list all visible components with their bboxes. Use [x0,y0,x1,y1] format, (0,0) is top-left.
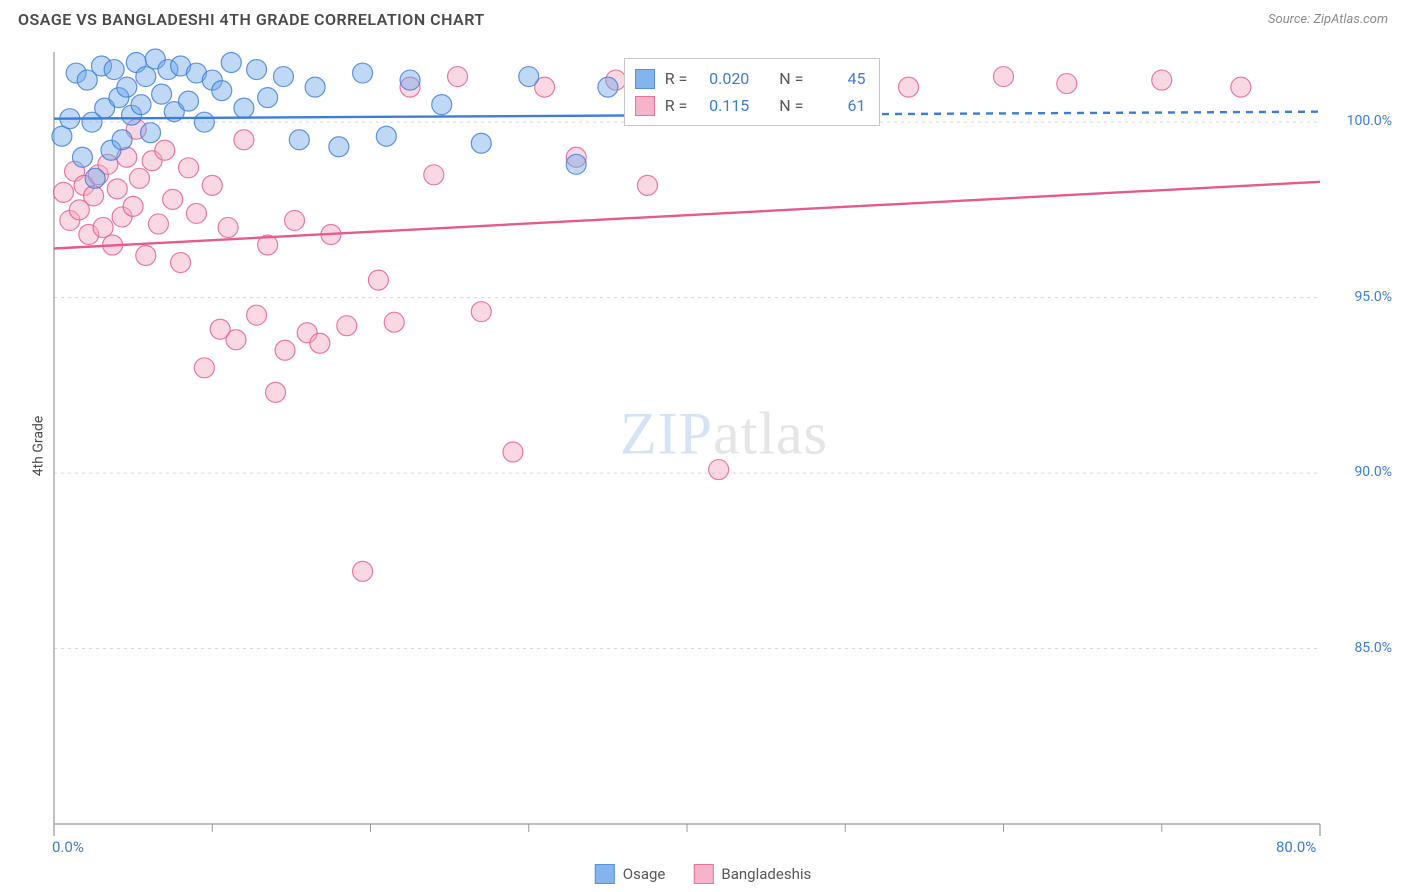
y-axis-label: 4th Grade [30,416,46,477]
x-axis-min-label: 0.0% [52,838,84,856]
legend-item-osage: Osage [595,864,666,884]
bottom-legend: Osage Bangladeshis [595,864,811,884]
chart-area: ZIPatlas R = 0.020 N = 45 R = 0.115 N = … [50,48,1398,852]
r-label: R = [665,92,688,119]
chart-title: OSAGE VS BANGLADESHI 4TH GRADE CORRELATI… [18,10,485,29]
legend-label-bangla: Bangladeshis [721,865,811,883]
y-tick-label: 100.0% [1347,113,1392,129]
r-label: R = [665,65,688,92]
legend-swatch-osage [595,864,615,884]
legend-item-bangla: Bangladeshis [693,864,811,884]
swatch-osage [635,69,655,89]
stats-legend-box: R = 0.020 N = 45 R = 0.115 N = 61 [624,58,881,126]
x-axis-max-label: 80.0% [1276,838,1316,856]
r-value-osage: 0.020 [697,65,749,92]
legend-label-osage: Osage [623,865,666,883]
source-prefix: Source: [1268,12,1313,27]
n-label: N = [779,65,803,92]
legend-swatch-bangla [693,864,713,884]
n-label: N = [779,92,803,119]
n-value-bangla: 61 [813,92,865,119]
y-tick-label: 95.0% [1354,289,1392,305]
scatter-plot-svg [50,48,1398,852]
r-value-bangla: 0.115 [697,92,749,119]
source-name: ZipAtlas.com [1313,12,1388,27]
stats-row-osage: R = 0.020 N = 45 [635,65,866,92]
swatch-bangla [635,96,655,116]
y-tick-label: 85.0% [1354,640,1392,656]
source-attribution: Source: ZipAtlas.com [1268,12,1388,27]
n-value-osage: 45 [813,65,865,92]
stats-row-bangla: R = 0.115 N = 61 [635,92,866,119]
y-tick-label: 90.0% [1354,464,1392,480]
